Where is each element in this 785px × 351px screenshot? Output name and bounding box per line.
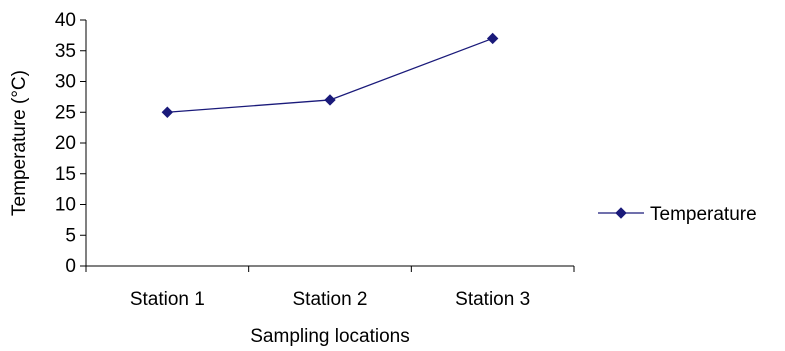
y-tick-label: 0 [65,256,76,277]
data-point-station-2 [324,94,336,106]
y-tick-label: 25 [55,102,76,123]
plot-area: 0 5 10 15 20 25 30 35 40 Station 1 Station 2 Statio… [55,10,575,310]
data-point-station-3 [486,32,499,45]
y-tick-label: 10 [55,195,76,216]
x-axis-title: Sampling locations [250,326,409,347]
y-tick-label: 15 [55,164,76,185]
y-axis-title: Temperature (°C) [9,70,30,216]
x-tick-label: Station 1 [130,289,205,310]
y-tick-label: 40 [55,10,76,31]
legend: Temperature [598,204,757,225]
y-tick-label: 30 [55,72,76,93]
x-tick-label: Station 2 [293,289,368,310]
x-tick-label: Station 3 [455,289,530,310]
legend-label: Temperature [650,204,757,225]
y-tick-label: 5 [65,225,76,246]
y-tick-label: 20 [55,133,76,154]
data-point-station-1 [161,106,174,118]
y-tick-label: 35 [55,41,76,62]
legend-swatch-marker [615,207,627,219]
